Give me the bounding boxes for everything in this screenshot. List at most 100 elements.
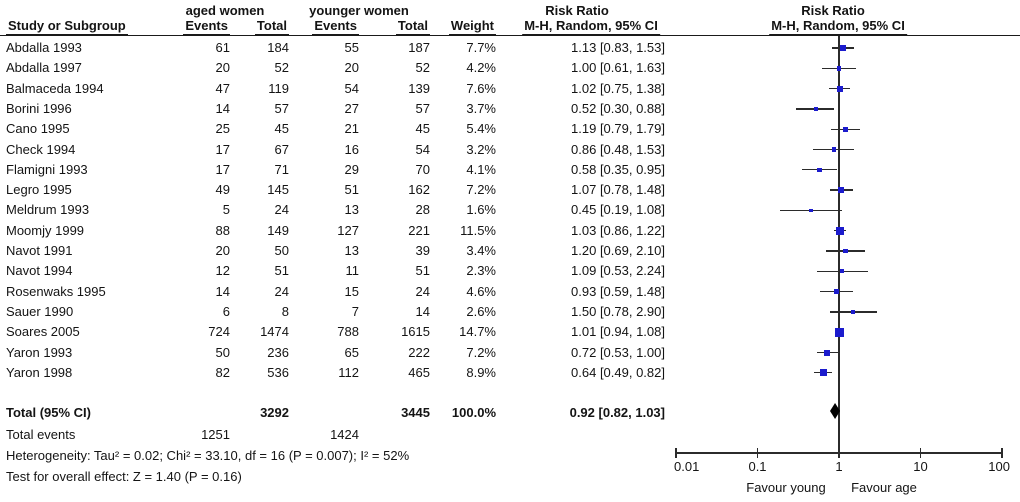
events-young: 15 — [344, 283, 359, 299]
heterogeneity-text: Heterogeneity: Tau² = 0.02; Chi² = 33.10… — [6, 448, 410, 463]
total-young: 1615 — [401, 324, 430, 340]
events-aged: 6 — [222, 303, 230, 319]
axis-tick — [756, 448, 759, 458]
effect-square — [831, 147, 836, 152]
events-aged: 61 — [215, 40, 230, 55]
method-header-plot: M-H, Random, 95% CI — [769, 18, 907, 35]
study-name: Navot 1991 — [6, 243, 73, 258]
axis-tick-label: 100 — [988, 459, 1010, 474]
ci-value: 0.52 [0.30, 0.88] — [571, 100, 665, 116]
events-young: 51 — [344, 182, 359, 198]
weight-value: 11.5% — [460, 222, 496, 238]
total-young: 70 — [415, 161, 430, 177]
effect-square — [840, 44, 847, 52]
total-young: 14 — [415, 303, 430, 319]
events1-column-header: Events — [183, 18, 230, 35]
total-aged: 184 — [267, 40, 289, 55]
effect-square — [836, 85, 843, 92]
events-aged: 82 — [215, 364, 230, 380]
study-name: Check 1994 — [6, 141, 76, 157]
study-name: Abdalla 1997 — [6, 60, 82, 76]
events-aged: 17 — [215, 141, 230, 157]
events2-column-header: Events — [312, 18, 359, 35]
study-name: Moomjy 1999 — [6, 222, 85, 238]
ci-value: 0.45 [0.19, 1.08] — [571, 202, 665, 218]
total-row-label: Total (95% CI) — [6, 405, 91, 420]
events-aged: 50 — [215, 344, 230, 360]
ci-value: 1.00 [0.61, 1.63] — [571, 60, 665, 76]
weight-value: 8.9% — [466, 364, 496, 380]
axis-tick-label: 0.1 — [748, 459, 767, 474]
events-aged: 20 — [215, 60, 230, 76]
study-name: Legro 1995 — [6, 182, 72, 198]
events-aged: 5 — [222, 202, 230, 218]
events-young: 13 — [344, 243, 359, 258]
events-young: 55 — [344, 40, 359, 55]
ci-value: 1.01 [0.94, 1.08] — [571, 324, 665, 340]
study-column-header: Study or Subgroup — [6, 18, 128, 35]
events-young: 27 — [344, 100, 359, 116]
total-aged: 236 — [267, 344, 289, 360]
events-young: 29 — [344, 161, 359, 177]
group2-header: younger women — [309, 3, 409, 18]
total1-column-header: Total — [254, 18, 289, 35]
weight-value: 14.7% — [459, 324, 496, 340]
ci-value: 0.86 [0.48, 1.53] — [571, 141, 665, 157]
study-name: Yaron 1998 — [6, 364, 73, 380]
effect-square — [834, 289, 839, 295]
events-young: 11 — [345, 263, 360, 279]
total-aged: 119 — [268, 80, 289, 96]
events-young: 20 — [344, 60, 359, 76]
total-row-weight: 100.0% — [451, 405, 496, 420]
weight-value: 3.2% — [466, 141, 496, 157]
ci-value: 1.50 [0.78, 2.90] — [571, 303, 665, 319]
study-name: Sauer 1990 — [6, 303, 74, 319]
axis-tick-label: 0.01 — [674, 459, 700, 474]
total-aged: 67 — [274, 141, 289, 157]
ci-value: 1.03 [0.86, 1.22] — [571, 222, 665, 238]
total-young: 51 — [415, 263, 430, 279]
events-young: 127 — [337, 222, 359, 238]
ci-value: 0.93 [0.59, 1.48] — [571, 283, 665, 299]
ci-value: 0.58 [0.35, 0.95] — [571, 161, 665, 177]
effect-square — [851, 309, 856, 314]
axis-tick — [675, 448, 677, 458]
weight-value: 4.2% — [466, 60, 496, 76]
events-young: 112 — [338, 364, 359, 380]
events-aged: 25 — [215, 121, 230, 137]
weight-value: 5.4% — [466, 121, 496, 137]
events-aged: 20 — [215, 243, 230, 258]
events-aged: 17 — [215, 161, 230, 177]
weight-value: 4.1% — [466, 161, 496, 177]
events-young: 788 — [337, 324, 359, 340]
total-row-ci: 0.92 [0.82, 1.03] — [569, 405, 665, 420]
weight-value: 4.6% — [466, 283, 496, 299]
study-name: Cano 1995 — [6, 121, 70, 137]
effect-square — [840, 269, 844, 274]
ci-value: 1.02 [0.75, 1.38] — [571, 80, 665, 96]
total-events2: 1424 — [330, 427, 359, 442]
total-aged: 71 — [274, 161, 289, 177]
axis-tick — [1001, 448, 1003, 458]
total2-column-header: Total — [395, 18, 430, 35]
total-row-total1: 3292 — [260, 405, 289, 420]
total-row-total2: 3445 — [401, 405, 430, 420]
total-events-label: Total events — [6, 427, 76, 442]
total-aged: 45 — [274, 121, 289, 137]
weight-column-header: Weight — [448, 18, 496, 35]
ci-value: 0.72 [0.53, 1.00] — [571, 344, 665, 360]
events-aged: 14 — [215, 283, 230, 299]
events-aged: 88 — [215, 222, 230, 238]
total-young: 139 — [408, 80, 430, 96]
effect-square — [836, 226, 845, 235]
total-aged: 51 — [274, 263, 289, 279]
total-aged: 536 — [267, 364, 289, 380]
study-name: Soares 2005 — [6, 324, 80, 340]
weight-value: 3.4% — [466, 243, 496, 258]
total-aged: 149 — [267, 222, 289, 238]
ci-value: 1.20 [0.69, 2.10] — [571, 243, 665, 258]
study-name: Abdalla 1993 — [6, 40, 82, 55]
total-young: 39 — [415, 243, 430, 258]
total-young: 57 — [415, 100, 430, 116]
total-young: 162 — [408, 182, 430, 198]
